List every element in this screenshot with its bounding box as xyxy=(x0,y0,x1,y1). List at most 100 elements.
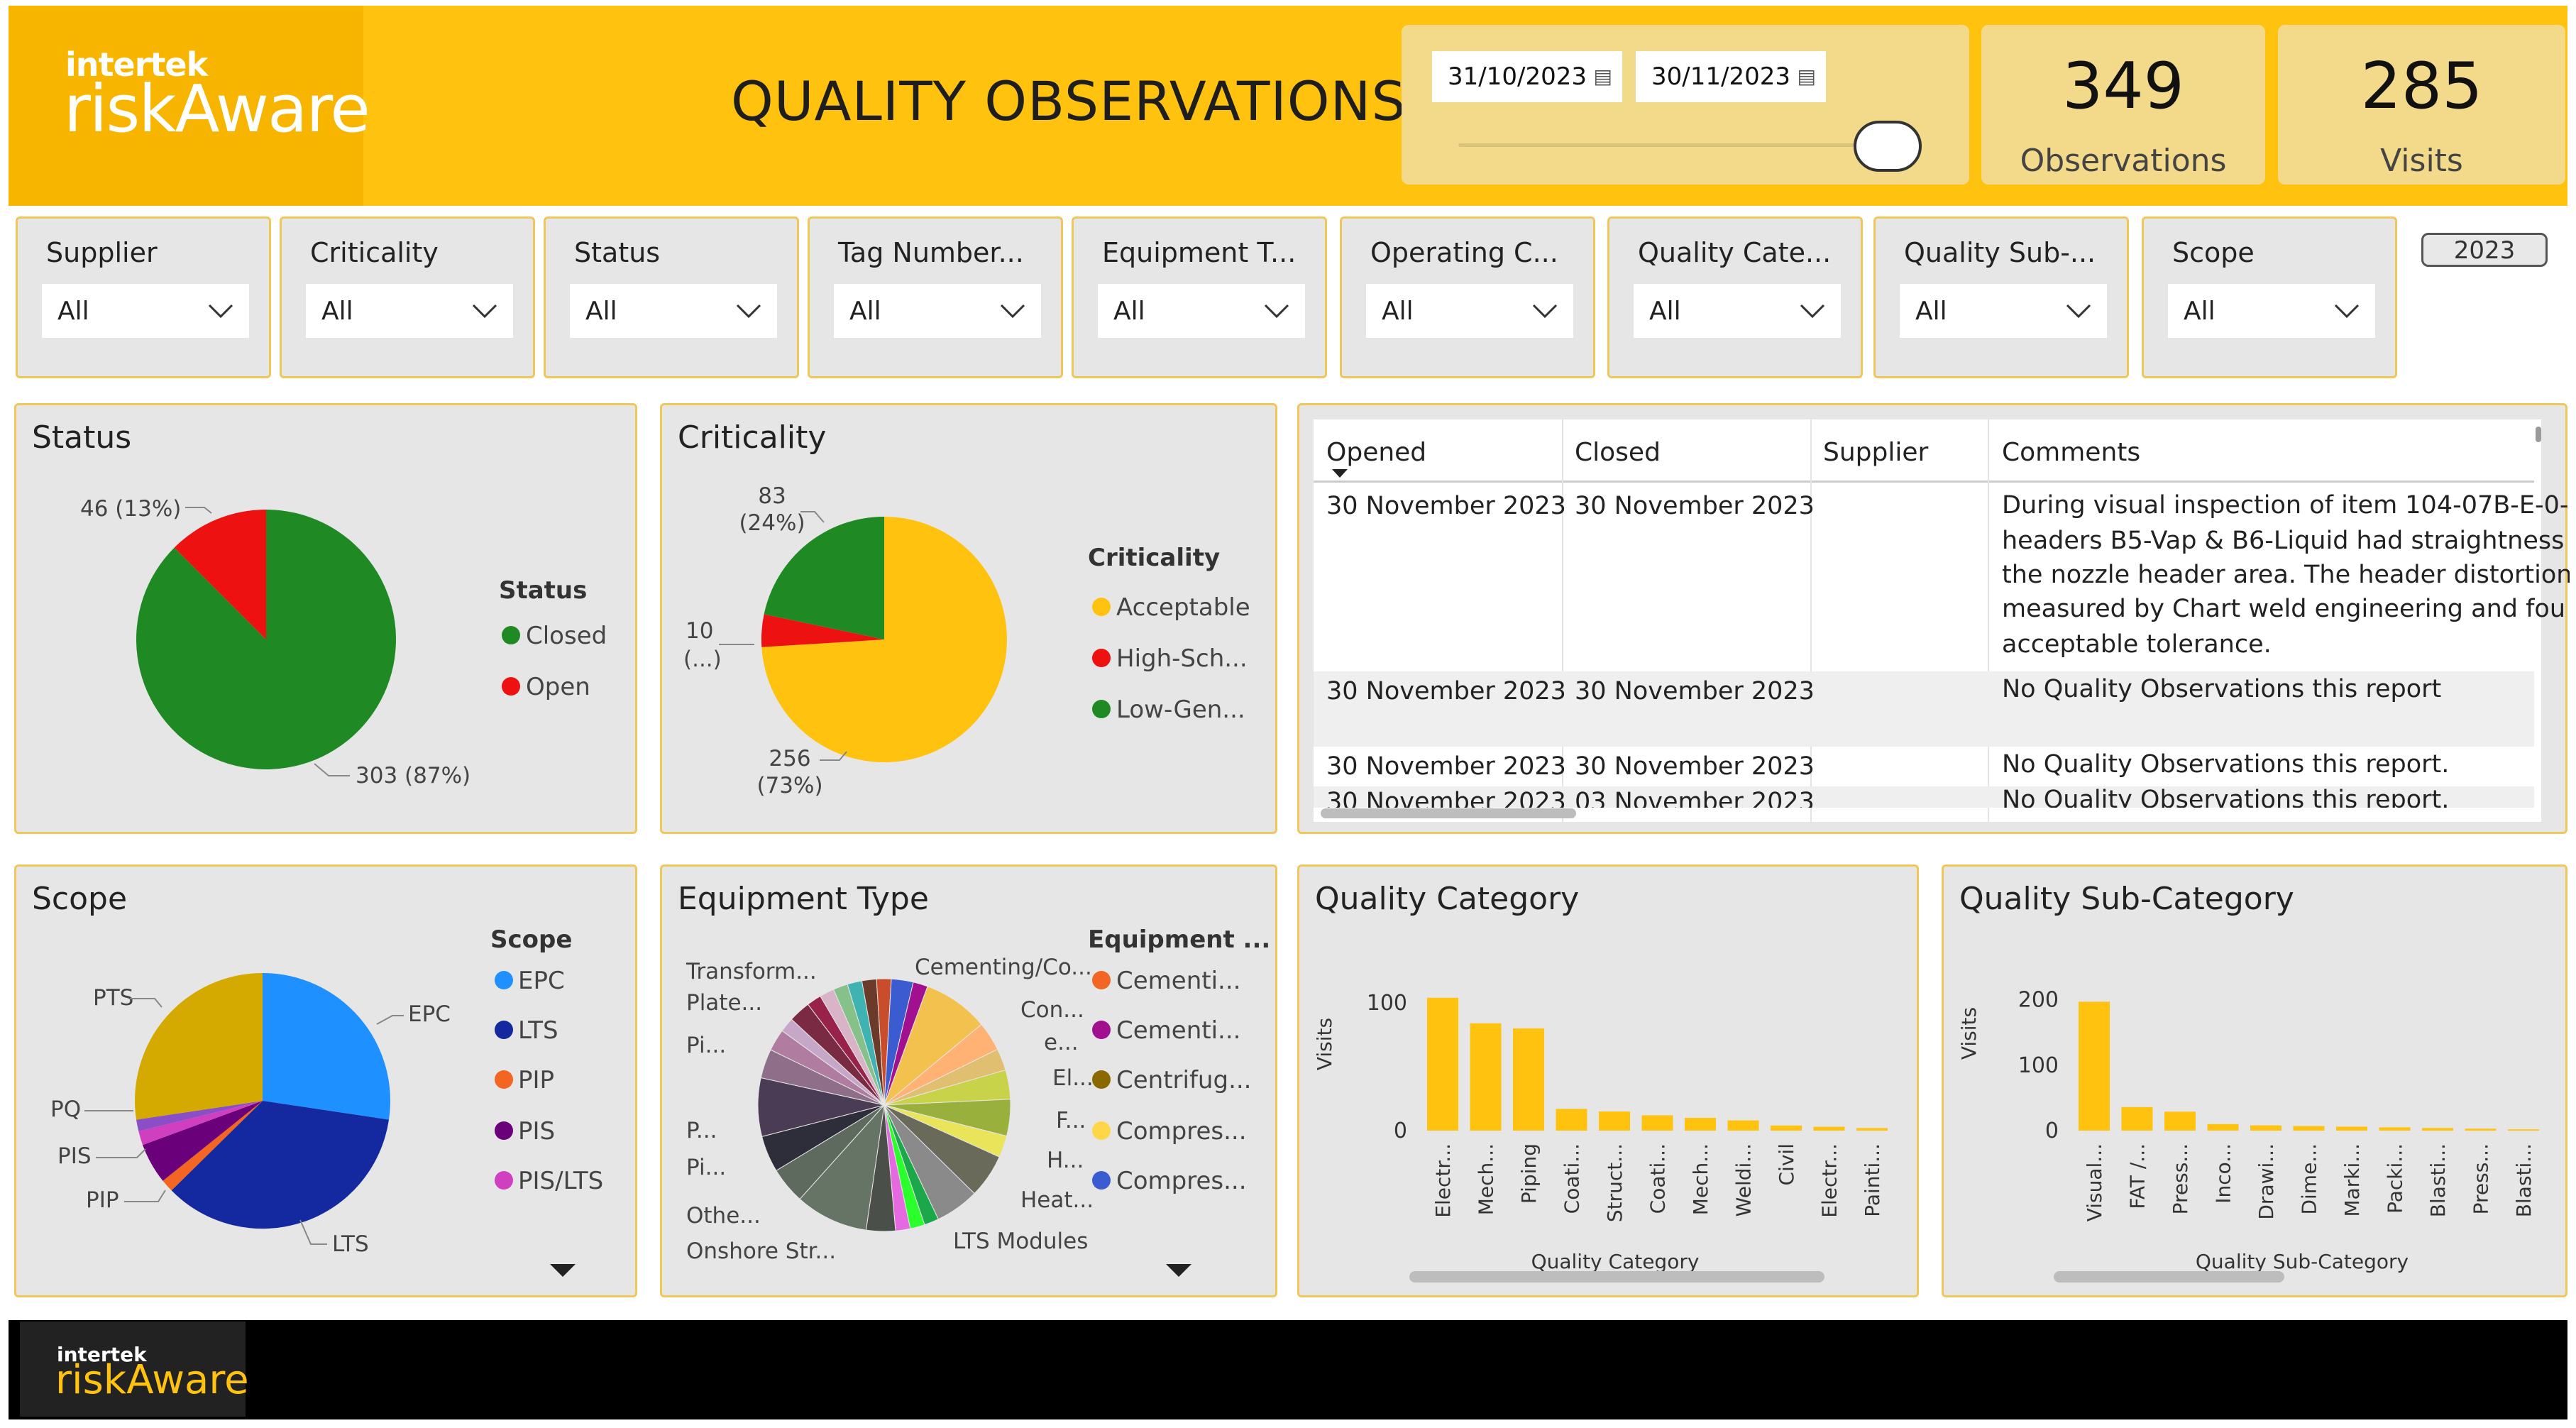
slicer-dropdown-status[interactable]: All xyxy=(570,284,777,338)
chevron-down-icon[interactable] xyxy=(1798,300,1827,321)
bar[interactable] xyxy=(2465,1128,2497,1131)
bar[interactable] xyxy=(1685,1118,1716,1131)
bar[interactable] xyxy=(2164,1111,2196,1131)
data-label-low-pct: (24%) xyxy=(739,510,805,536)
slicer-label: Equipment T... xyxy=(1102,237,1297,268)
legend-item-low[interactable]: Low-Gen... xyxy=(1116,696,1245,724)
pie-slice-low[interactable] xyxy=(764,517,884,639)
slicer-dropdown-scope[interactable]: All xyxy=(2168,284,2375,338)
column-header-supplier[interactable]: Supplier xyxy=(1823,438,1929,467)
sort-desc-icon[interactable] xyxy=(1332,469,1348,479)
bar[interactable] xyxy=(2250,1125,2281,1131)
bar[interactable] xyxy=(1856,1128,1888,1131)
slicer-dropdown-criticality[interactable]: All xyxy=(306,284,513,338)
slicer-dropdown-quality-category[interactable]: All xyxy=(1634,284,1841,338)
legend-item-lts[interactable]: LTS xyxy=(518,1016,558,1045)
pie-slice[interactable] xyxy=(884,982,928,1106)
table-row[interactable]: 30 November 2023 30 November 2023 During… xyxy=(1314,483,2570,671)
date-slider-handle[interactable] xyxy=(1854,121,1922,172)
bar[interactable] xyxy=(1470,1023,1502,1131)
slicer-dropdown-operating-company[interactable]: All xyxy=(1366,284,1573,338)
slicer-dropdown-equipment-type[interactable]: All xyxy=(1098,284,1305,338)
horizontal-scrollbar[interactable] xyxy=(1409,1271,1824,1283)
calendar-icon[interactable]: ▤ xyxy=(1593,65,1612,88)
legend-item[interactable]: Compres... xyxy=(1116,1167,1247,1195)
horizontal-scrollbar[interactable] xyxy=(1321,808,1576,818)
column-header-closed[interactable]: Closed xyxy=(1575,438,1661,467)
date-to-input[interactable]: 30/11/2023 ▤ xyxy=(1636,51,1826,102)
legend-item[interactable]: Cementi... xyxy=(1116,1016,1240,1045)
legend-item[interactable]: Cementi... xyxy=(1116,967,1240,995)
pie-slice-epc[interactable] xyxy=(263,973,390,1120)
date-slider-track[interactable] xyxy=(1458,143,1877,147)
date-from-input[interactable]: 31/10/2023 ▤ xyxy=(1432,51,1622,102)
chevron-down-icon[interactable] xyxy=(470,300,499,321)
chevron-down-icon[interactable] xyxy=(2333,300,2361,321)
horizontal-scrollbar[interactable] xyxy=(2054,1271,2284,1283)
pie-slice-closed[interactable] xyxy=(136,510,397,769)
chevron-down-icon[interactable] xyxy=(1531,300,1559,321)
bar[interactable] xyxy=(1599,1111,1630,1131)
legend-scroll-down-icon[interactable] xyxy=(550,1264,576,1277)
chevron-down-icon[interactable] xyxy=(207,300,235,321)
legend-item[interactable]: Centrifug... xyxy=(1116,1066,1252,1094)
legend-item-acceptable[interactable]: Acceptable xyxy=(1116,593,1250,622)
column-header-opened[interactable]: Opened xyxy=(1326,438,1427,467)
pie-slice-pis-lts[interactable] xyxy=(138,1101,263,1146)
pie-slice-pip[interactable] xyxy=(163,1101,263,1191)
legend-scroll-down-icon[interactable] xyxy=(1166,1264,1191,1277)
legend-item-high[interactable]: High-Sch... xyxy=(1116,644,1248,673)
vertical-scrollbar[interactable] xyxy=(2536,427,2541,442)
pie-slice-pis[interactable] xyxy=(143,1101,263,1181)
legend-item-pip[interactable]: PIP xyxy=(518,1066,554,1094)
bar[interactable] xyxy=(1727,1120,1759,1131)
pie-slice[interactable] xyxy=(799,1104,885,1231)
legend-title: Status xyxy=(499,576,587,605)
panel-title: Equipment Type xyxy=(678,881,929,917)
panel-title: Status xyxy=(32,419,132,456)
bar[interactable] xyxy=(2379,1127,2411,1131)
bar[interactable] xyxy=(2422,1128,2453,1131)
chevron-down-icon[interactable] xyxy=(1262,300,1291,321)
pie-slice-pq[interactable] xyxy=(136,1101,263,1131)
bar[interactable] xyxy=(2508,1129,2539,1131)
pie-slice-lts[interactable] xyxy=(171,1101,389,1229)
bar[interactable] xyxy=(2293,1126,2325,1131)
chevron-down-icon[interactable] xyxy=(998,300,1027,321)
slicer-dropdown-quality-sub-category[interactable]: All xyxy=(1900,284,2107,338)
criticality-pie-chart: 83 (24%) 10 (...) 256 (73%) Criticality … xyxy=(683,483,1250,798)
calendar-icon[interactable]: ▤ xyxy=(1797,65,1816,88)
table-row[interactable]: 30 November 2023 30 November 2023 No Qua… xyxy=(1314,747,2534,786)
legend-item-open[interactable]: Open xyxy=(526,673,590,701)
column-header-comments[interactable]: Comments xyxy=(2002,438,2141,467)
pie-slice-high[interactable] xyxy=(761,614,884,647)
pie-slice-pts[interactable] xyxy=(135,973,263,1120)
chevron-down-icon[interactable] xyxy=(2064,300,2093,321)
pie-slice-open[interactable] xyxy=(174,510,266,639)
legend-item-pis-lts[interactable]: PIS/LTS xyxy=(518,1167,603,1195)
legend-item-pis[interactable]: PIS xyxy=(518,1117,555,1146)
table-row[interactable]: 30 November 2023 03 November 2023 No Qua… xyxy=(1314,786,2534,808)
pie-slice[interactable] xyxy=(883,986,982,1106)
bar[interactable] xyxy=(1513,1028,1544,1131)
bar[interactable] xyxy=(1427,997,1458,1131)
bar[interactable] xyxy=(1813,1126,1845,1131)
bar[interactable] xyxy=(1641,1115,1673,1131)
slicer-dropdown-tag-number[interactable]: All xyxy=(834,284,1041,338)
cell-comment-line: No Quality Observations this report xyxy=(2002,675,2442,703)
data-label-e: e... xyxy=(1044,1030,1079,1055)
legend-item-closed[interactable]: Closed xyxy=(526,622,607,650)
bar[interactable] xyxy=(2207,1124,2239,1131)
year-button[interactable]: 2023 xyxy=(2421,233,2548,267)
bar[interactable] xyxy=(1556,1109,1587,1131)
legend-item[interactable]: Compres... xyxy=(1116,1117,1247,1146)
bar[interactable] xyxy=(2079,1001,2110,1131)
table-row[interactable]: 30 November 2023 30 November 2023 No Qua… xyxy=(1314,671,2534,747)
bar[interactable] xyxy=(2336,1126,2367,1131)
legend-item-epc[interactable]: EPC xyxy=(518,967,565,995)
pie-slice-acceptable[interactable] xyxy=(761,517,1007,762)
chevron-down-icon[interactable] xyxy=(734,300,763,321)
bar[interactable] xyxy=(2121,1106,2153,1131)
bar[interactable] xyxy=(1771,1125,1802,1131)
slicer-dropdown-supplier[interactable]: All xyxy=(42,284,249,338)
